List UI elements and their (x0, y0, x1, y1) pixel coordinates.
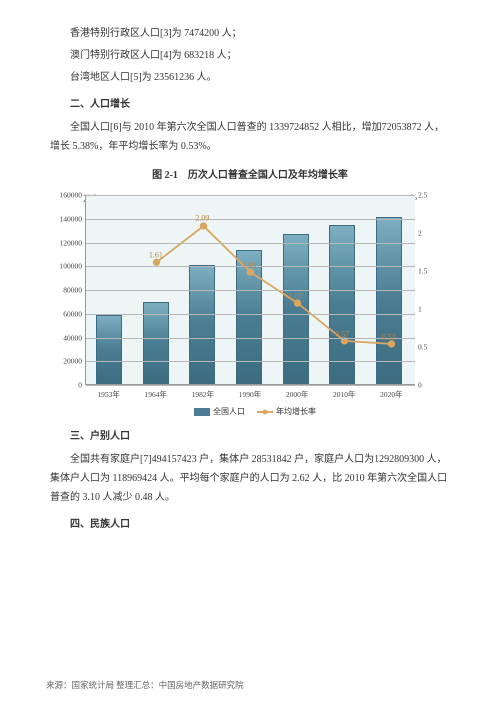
y-left-tick: 80000 (56, 286, 82, 295)
heading-section-3: 三、户别人口 (50, 427, 450, 442)
y-right-tick: 0.5 (418, 343, 433, 352)
y-left-tick: 20000 (56, 357, 82, 366)
y-left-tick: 40000 (56, 333, 82, 342)
y-left-tick: 140000 (56, 214, 82, 223)
heading-section-4: 四、民族人口 (50, 515, 450, 530)
paragraph-macau: 澳门特别行政区人口[4]为 683218 人； (50, 46, 450, 65)
legend-line-label: 年均增长率 (276, 407, 316, 416)
y-right-tick: 2.5 (418, 191, 433, 200)
line-point-label: 1.61 (149, 250, 163, 259)
y-right-tick: 0 (418, 381, 433, 390)
population-chart: 万人 % 02000040000600008000010000012000014… (85, 195, 415, 417)
y-left-tick: 100000 (56, 262, 82, 271)
chart-legend: 全国人口 年均增长率 (85, 406, 415, 417)
x-axis-label: 1982年 (179, 389, 226, 400)
legend-bar-swatch (194, 408, 210, 416)
x-axis-label: 2000年 (274, 389, 321, 400)
line-point-label: 2.09 (195, 214, 209, 223)
paragraph-households: 全国共有家庭户[7]494157423 户，集体户 28531842 户，家庭户… (50, 450, 450, 507)
line-point-label: 1.07 (289, 291, 303, 300)
line-point-label: 0.53 (382, 332, 396, 341)
x-axis-label: 1990年 (226, 389, 273, 400)
line-point-label: 0.57 (335, 329, 349, 338)
legend-line-swatch (257, 411, 273, 413)
x-axis-label: 2010年 (321, 389, 368, 400)
y-left-tick: 60000 (56, 309, 82, 318)
x-axis-labels: 1953年1964年1982年1990年2000年2010年2020年 (85, 389, 415, 400)
y-left-tick: 0 (56, 381, 82, 390)
y-right-tick: 1 (418, 305, 433, 314)
x-axis-label: 1964年 (132, 389, 179, 400)
heading-section-2: 二、人口增长 (50, 95, 450, 110)
y-right-tick: 1.5 (418, 267, 433, 276)
chart-title: 图 2-1 历次人口普查全国人口及年均增长率 (50, 166, 450, 181)
y-right-tick: 2 (418, 229, 433, 238)
x-axis-label: 2020年 (368, 389, 415, 400)
line-point-label: 1.48 (242, 260, 256, 269)
footer-source: 来源：国家统计局 整理汇总：中国房地产数据研究院 (46, 679, 244, 691)
chart-plot-area: 0200004000060000800001000001200001400001… (85, 195, 415, 385)
x-axis-label: 1953年 (85, 389, 132, 400)
paragraph-taiwan: 台湾地区人口[5]为 23561236 人。 (50, 68, 450, 87)
paragraph-growth: 全国人口[6]与 2010 年第六次全国人口普查的 1339724852 人相比… (50, 118, 450, 156)
y-left-tick: 160000 (56, 191, 82, 200)
paragraph-hk: 香港特别行政区人口[3]为 7474200 人； (50, 24, 450, 43)
y-left-tick: 120000 (56, 238, 82, 247)
legend-bar-label: 全国人口 (213, 407, 245, 416)
